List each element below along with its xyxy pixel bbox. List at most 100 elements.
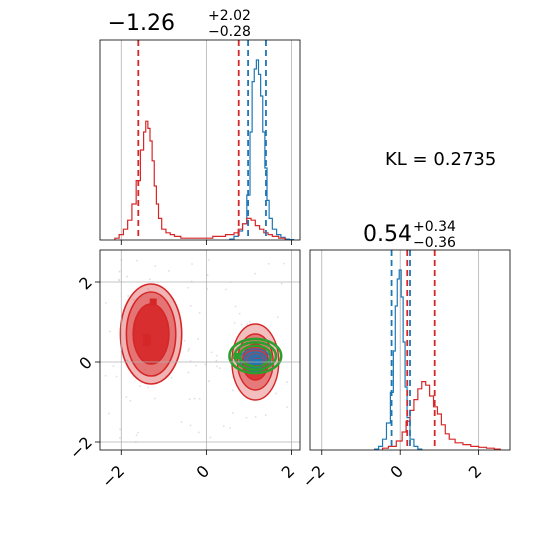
sample-point [286,406,289,409]
sample-point [283,262,285,265]
sample-point [189,305,192,307]
sample-point [229,427,232,429]
histogram-series [114,120,286,240]
sample-point [197,431,200,434]
x-tick-label: 2 [465,461,486,482]
sample-point [245,416,248,419]
green-contour [228,337,283,375]
sample-point [153,397,156,400]
sample-point [254,415,257,418]
sample-point [135,434,138,437]
sample-point [183,339,186,342]
x-tick-label: −2 [298,461,328,491]
top-left-histogram-panel [99,39,301,245]
bottom-left-scatter-panel: −2 0 2 −2 0 2 [66,249,301,492]
sample-point [137,431,139,434]
sample-point [189,424,192,427]
x-tick-label: −2 [98,461,128,491]
green-contour [238,344,273,368]
histogram-series [374,269,423,450]
sample-point [104,374,107,377]
bottom-right-title-sup: +0.34 [413,219,456,235]
axes-frame [309,249,511,451]
sample-point [139,385,141,387]
sample-point [216,365,219,368]
axes-frame [99,39,301,241]
sample-point [191,263,193,265]
sample-point [218,367,221,369]
sample-point [194,364,197,367]
bottom-right-title-sub: −0.36 [413,235,456,251]
sample-point [135,259,138,262]
sample-point [274,392,277,395]
red-marker [142,334,151,346]
sample-point [210,351,213,354]
top-left-title: −1.26 [108,11,175,36]
top-left-title-sup: +2.02 [208,8,251,24]
sample-point [188,347,191,350]
sample-point [187,286,190,289]
y-tick-label: 0 [75,353,96,374]
sample-point [119,428,122,431]
sample-point [187,371,190,374]
sample-point [198,311,201,314]
sample-point [180,421,183,423]
bottom-right-histogram-panel: −2 0 2 [298,249,511,492]
sample-point [109,330,111,333]
x-tick-label: 0 [193,461,214,482]
sample-point [276,316,279,319]
sample-point [264,414,267,417]
sample-point [187,349,190,352]
sample-point [254,272,256,275]
kl-annotation: KL = 0.2735 [385,149,496,170]
sample-point [198,397,201,400]
sample-point [112,365,115,368]
red-marker [149,298,157,306]
y-tick-label: 2 [75,273,96,294]
sample-point [286,381,289,384]
sample-point [222,425,225,428]
sample-point [157,297,160,300]
sample-point [104,301,107,304]
sample-point [170,376,173,379]
histogram-series [381,381,501,450]
sample-point [126,359,129,362]
x-tick-label: 2 [278,461,299,482]
sample-point [119,437,121,440]
sample-point [232,412,234,414]
bottom-right-title: 0.54 [363,222,412,247]
sample-point [246,323,249,326]
sample-point [108,412,110,415]
sample-point [188,398,191,401]
sample-point [207,258,210,261]
sample-point [208,380,210,383]
axes-frame [99,249,301,451]
sample-point [125,396,128,399]
sample-point [204,363,207,366]
red-contour [132,303,170,365]
green-marker [233,353,240,359]
sample-point [147,288,150,291]
sample-point [197,337,200,340]
sample-point [233,322,236,324]
sample-point [154,265,157,267]
sample-point [209,436,212,439]
sample-point [118,278,120,281]
sample-point [118,270,121,273]
y-tick-label: −2 [66,433,96,463]
sample-point [232,389,234,392]
sample-point [215,359,218,362]
sample-point [129,399,132,402]
sample-point [149,278,151,281]
sample-point [193,397,196,400]
sample-point [126,275,129,278]
x-tick-label: 0 [386,461,407,482]
sample-point [240,323,243,326]
sample-point [147,386,150,389]
sample-point [224,288,227,291]
sample-point [127,295,130,297]
sample-point [234,305,237,308]
sample-point [267,262,270,265]
sample-point [206,274,209,277]
